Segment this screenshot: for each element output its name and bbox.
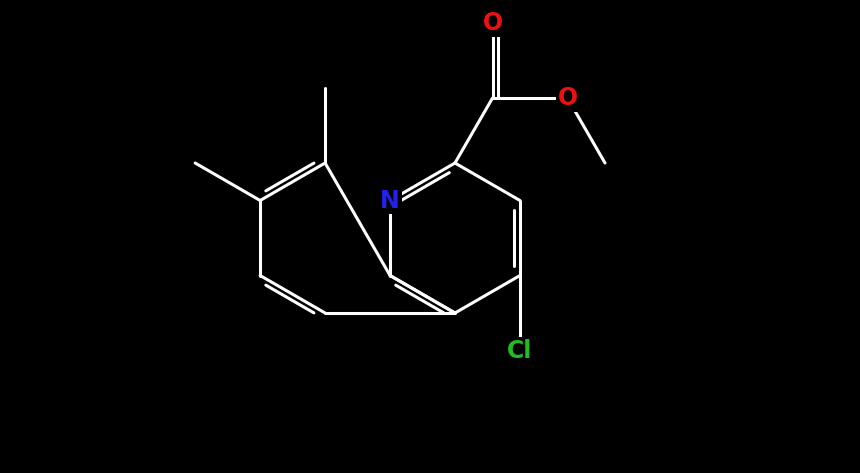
Text: O: O <box>482 11 502 35</box>
Text: Cl: Cl <box>507 339 532 362</box>
Text: O: O <box>557 86 578 110</box>
Text: N: N <box>380 189 400 212</box>
